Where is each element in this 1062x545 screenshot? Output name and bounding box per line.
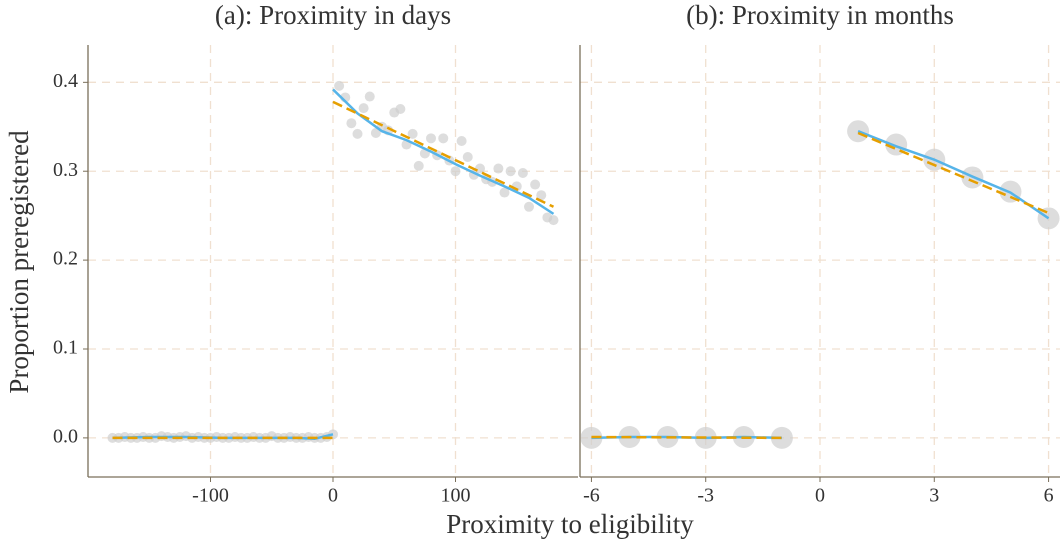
y-tick-label: 0.2: [53, 248, 78, 270]
linear-fit: [332, 100, 555, 208]
data-point: [505, 166, 516, 177]
data-point: [536, 190, 547, 201]
data-point: [499, 187, 510, 198]
linear-fit: [591, 435, 782, 440]
data-point: [352, 128, 363, 139]
y-tick-label: 0.3: [53, 159, 78, 181]
x-tick-label: 100: [441, 485, 471, 507]
x-tick-label: 0: [328, 485, 338, 507]
data-point: [548, 215, 559, 226]
smooth-fit: [857, 130, 1050, 220]
data-point: [426, 133, 436, 144]
x-tick-label: 0: [815, 485, 825, 507]
smooth-fit: [332, 88, 555, 215]
data-point: [493, 163, 504, 174]
data-point: [450, 166, 461, 177]
data-point: [517, 168, 528, 178]
x-tick-label: -100: [192, 485, 229, 507]
data-point: [407, 128, 418, 139]
data-point: [475, 163, 485, 174]
data-point: [524, 201, 534, 212]
data-point: [530, 179, 541, 190]
data-point: [395, 104, 406, 114]
data-point: [364, 91, 375, 102]
y-axis-label: Proportion preregistered: [4, 130, 34, 394]
data-point: [370, 128, 381, 138]
panel-title: (b): Proximity in months: [686, 0, 954, 30]
x-tick-label: -6: [583, 485, 600, 507]
data-point: [462, 152, 473, 162]
data-point: [334, 80, 345, 91]
data-point: [413, 160, 424, 171]
y-tick-label: 0.4: [53, 70, 78, 92]
y-tick-label: 0.0: [53, 425, 78, 447]
x-tick-label: -3: [697, 485, 714, 507]
data-point: [456, 136, 467, 146]
panel-title: (a): Proximity in days: [215, 0, 451, 30]
linear-fit: [857, 131, 1050, 215]
data-point: [346, 118, 357, 129]
x-tick-label: 6: [1044, 485, 1054, 507]
data-point: [438, 133, 449, 144]
x-tick-label: 3: [929, 485, 939, 507]
data-point: [358, 103, 369, 114]
x-axis-label: Proximity to eligibility: [446, 509, 694, 539]
y-tick-label: 0.1: [53, 337, 78, 359]
